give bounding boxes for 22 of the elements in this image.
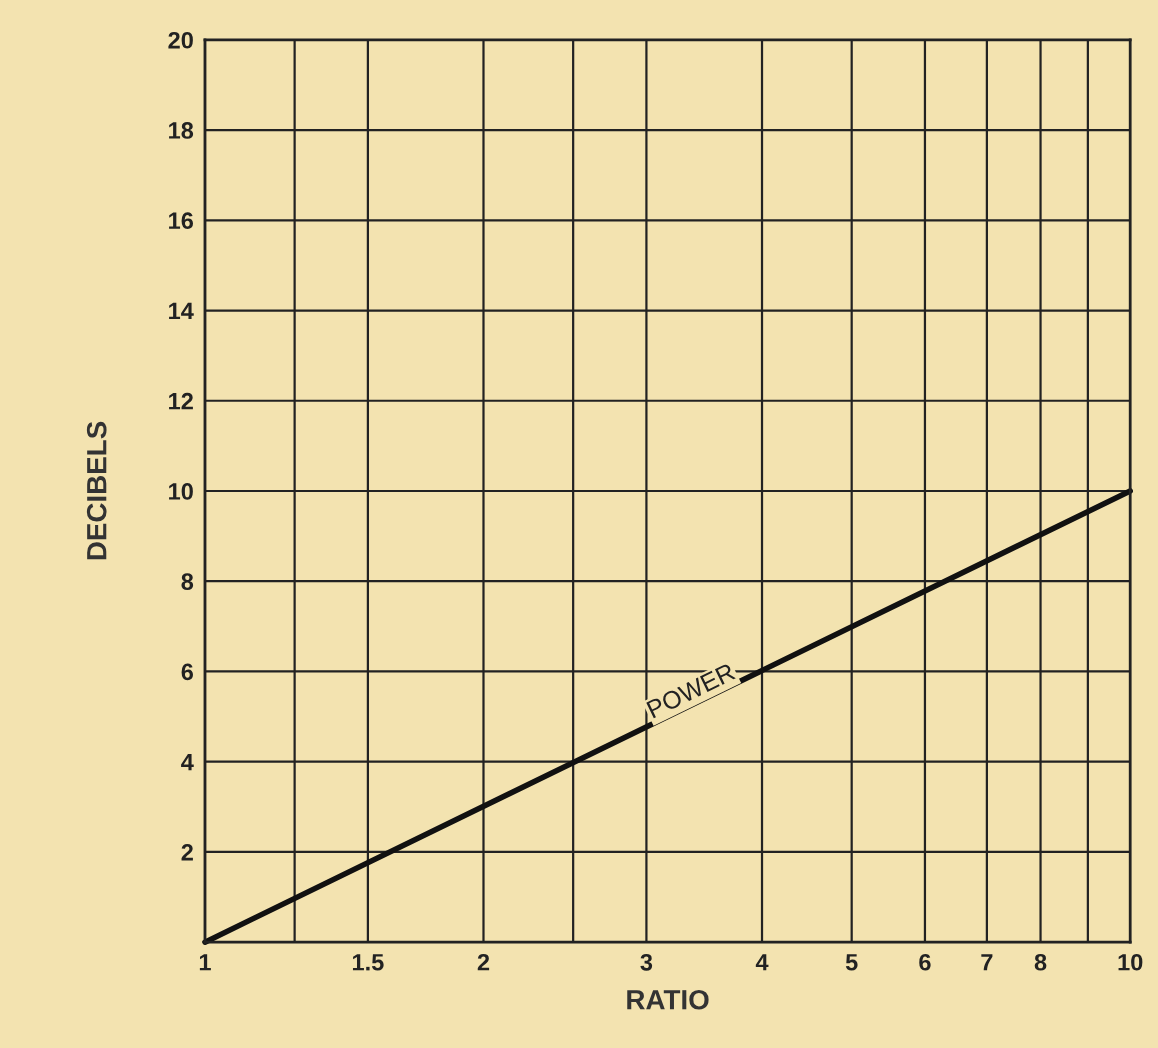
x-tick-label: 6 <box>919 953 931 971</box>
y-tick-label: 16 <box>169 212 193 230</box>
x-tick-label: 8 <box>1034 953 1047 971</box>
y-tick-label: 12 <box>169 392 193 410</box>
x-tick-label: 3 <box>640 953 653 971</box>
y-tick-label: 4 <box>181 754 194 771</box>
y-tick-label: 14 <box>169 302 194 320</box>
y-tick-label: 10 <box>169 483 193 500</box>
x-tick-label: 5 <box>845 954 858 971</box>
y-tick-label: 18 <box>169 122 194 139</box>
x-tick-label: 1 <box>199 954 211 971</box>
x-tick-label: 7 <box>981 954 993 971</box>
y-tick-label: 8 <box>181 573 194 591</box>
x-tick-label: 1.5 <box>352 954 384 971</box>
y-tick-label: 2 <box>181 843 193 861</box>
y-tick-label: 6 <box>181 663 193 681</box>
y-tick-label: 20 <box>168 31 193 49</box>
x-tick-label: 4 <box>755 954 769 971</box>
x-axis-title: RATIO <box>627 989 709 1010</box>
x-tick-label: 10 <box>1118 953 1143 971</box>
x-tick-label: 2 <box>477 953 490 971</box>
y-axis-title: DECIBELS <box>86 421 107 560</box>
